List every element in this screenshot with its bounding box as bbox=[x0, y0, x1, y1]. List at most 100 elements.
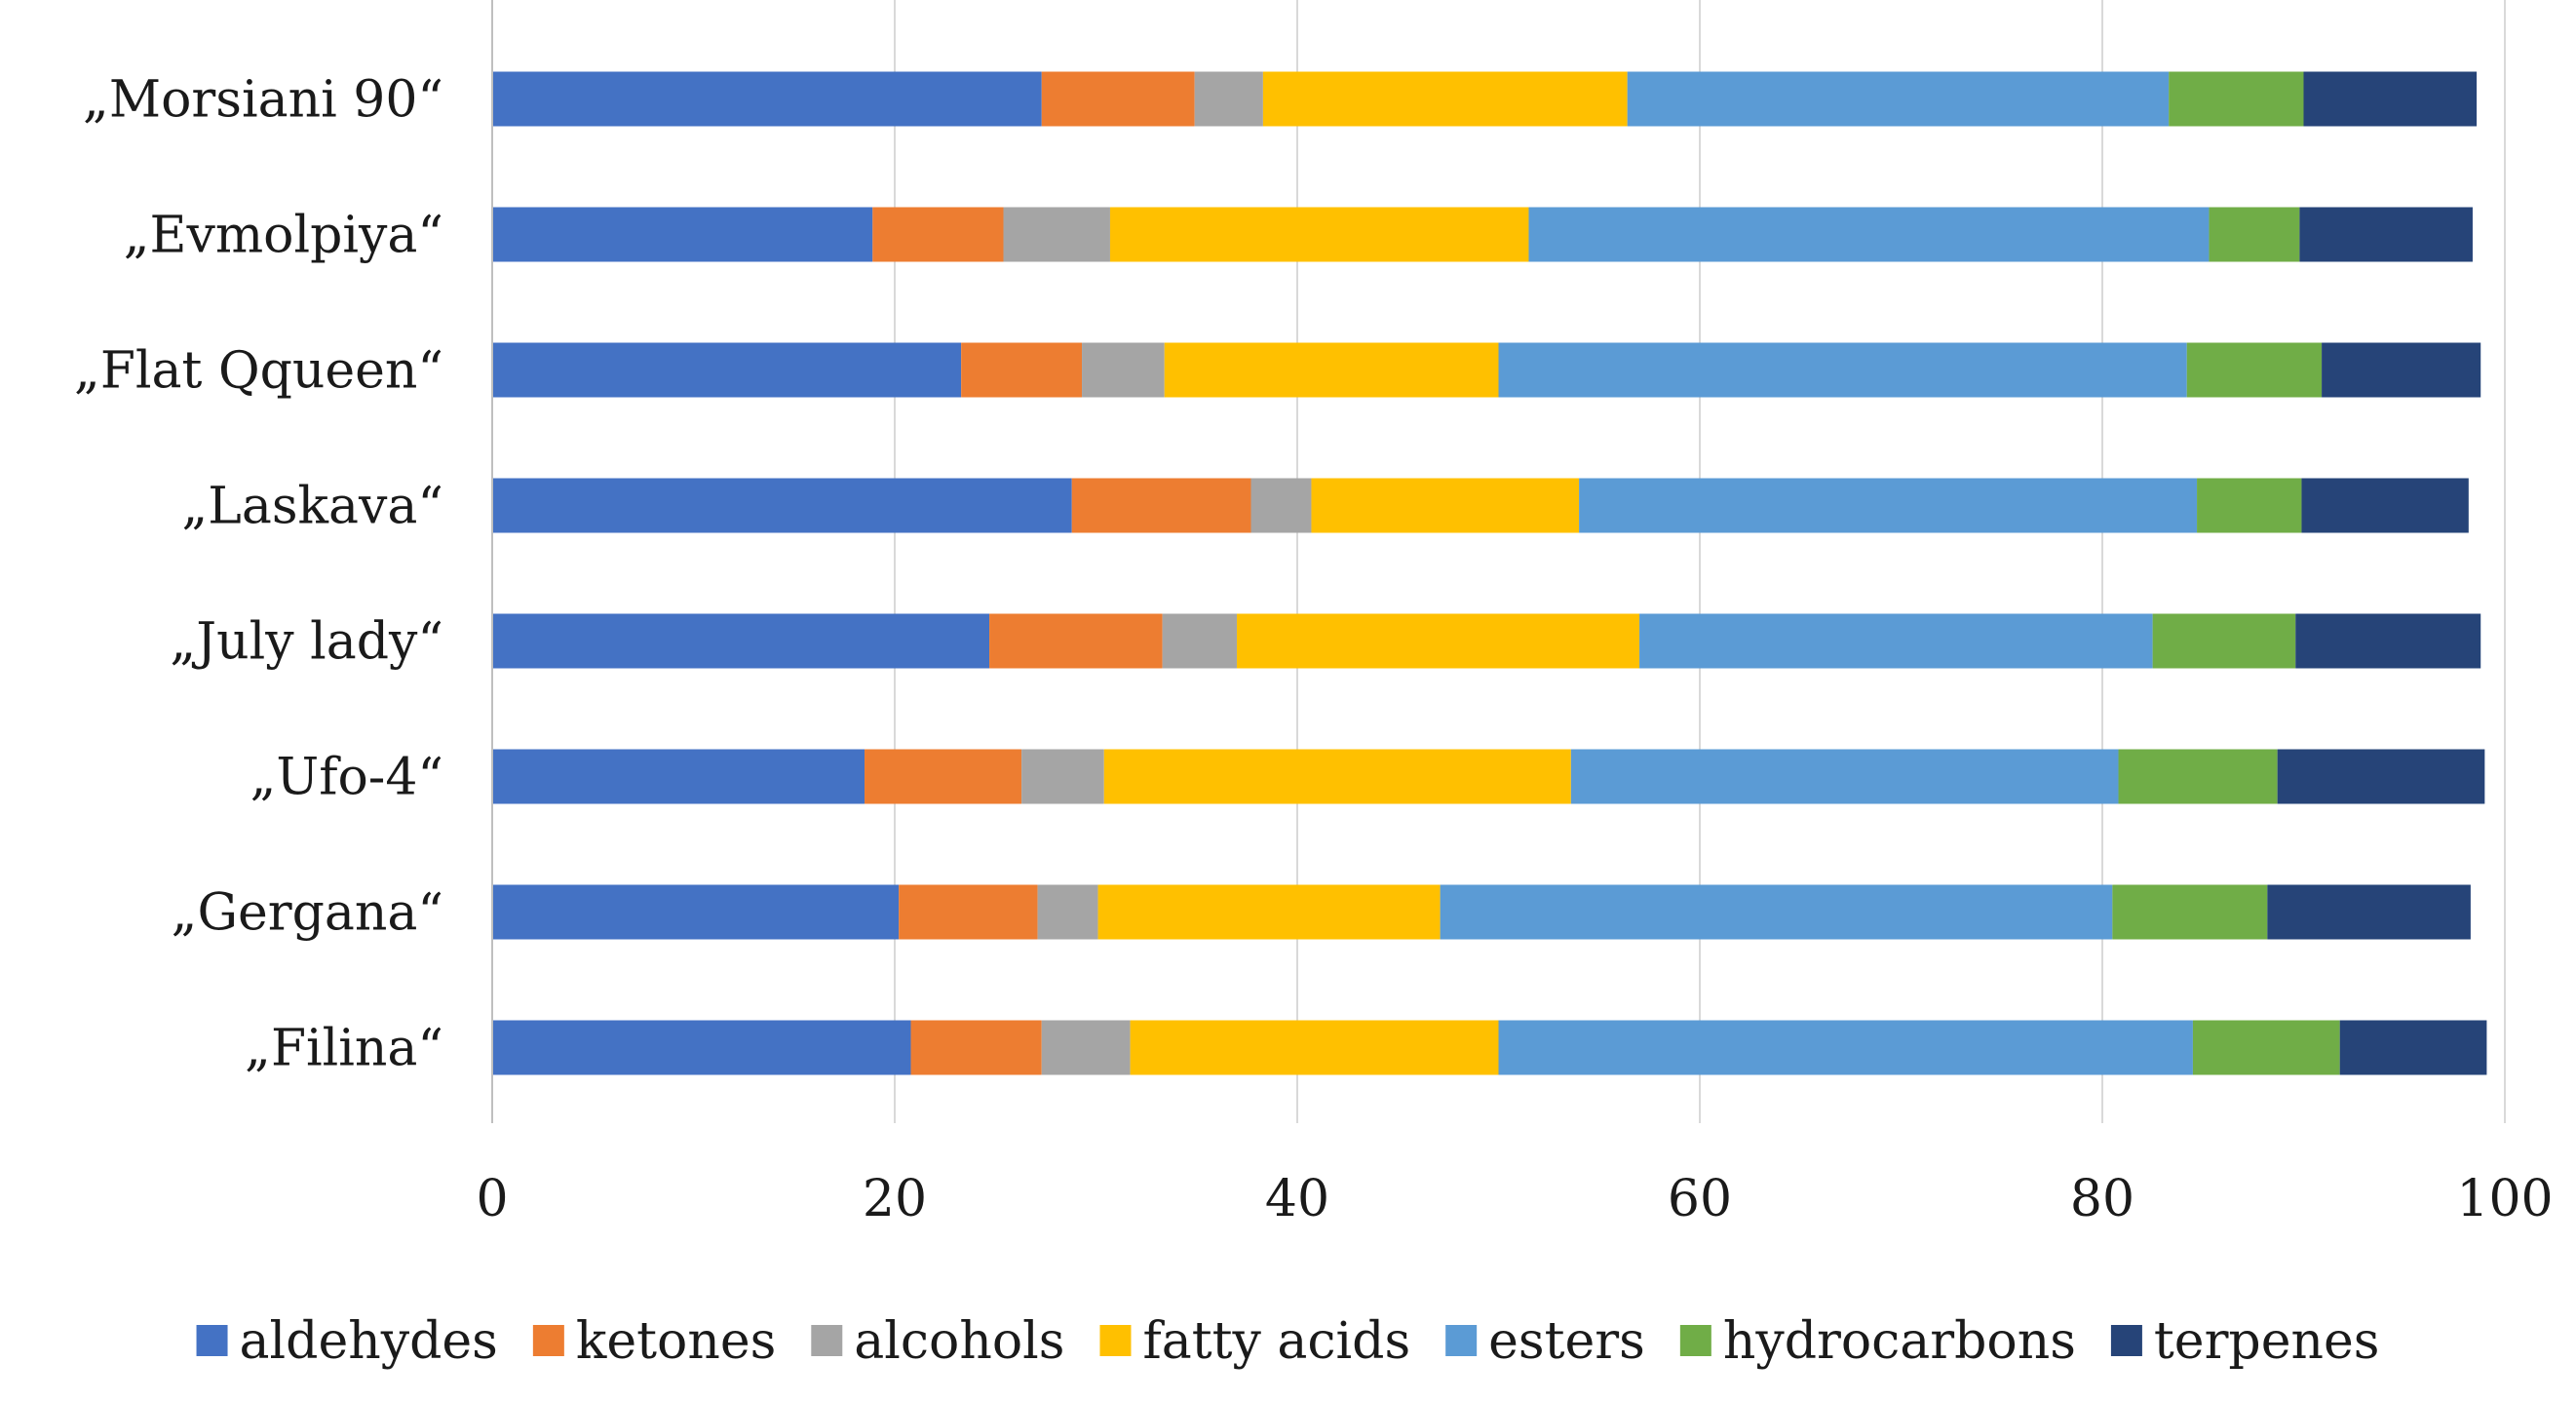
legend: aldehydes ketones alcohols fatty acids ester… bbox=[196, 1312, 2380, 1371]
bar-gergana-fatty-acids bbox=[1097, 884, 1441, 940]
bar-ufo-4-terpenes bbox=[2277, 749, 2485, 804]
bar-evmolpiya-fatty-acids bbox=[1109, 207, 1529, 262]
bar-gergana-aldehydes bbox=[492, 884, 900, 940]
bar-evmolpiya-ketones bbox=[872, 207, 1004, 262]
x-tick-label: 80 bbox=[2070, 1170, 2134, 1228]
bar-filina-hydrocarbons bbox=[2192, 1020, 2340, 1075]
bar-group-filina bbox=[492, 1020, 2487, 1075]
legend-swatch-esters bbox=[1445, 1325, 1478, 1356]
category-label: „July lady“ bbox=[170, 613, 443, 672]
bar-filina-aldehydes bbox=[492, 1020, 911, 1075]
legend-item-esters: esters bbox=[1445, 1312, 1645, 1371]
legend-item-ketones: ketones bbox=[532, 1312, 776, 1371]
bar-july-lady-fatty-acids bbox=[1237, 613, 1640, 669]
category-label: „Flat Qqueen“ bbox=[74, 342, 443, 401]
bar-flat-qqueen-esters bbox=[1498, 342, 2187, 398]
x-tick-label: 100 bbox=[2456, 1170, 2553, 1228]
category-label: „Laskava“ bbox=[181, 478, 443, 536]
category-label: „Evmolpiya“ bbox=[124, 207, 443, 265]
legend-item-aldehydes: aldehydes bbox=[196, 1312, 498, 1371]
bar-laskava-ketones bbox=[1071, 478, 1251, 533]
legend-label: aldehydes bbox=[240, 1312, 498, 1371]
legend-swatch-fatty-acids bbox=[1099, 1325, 1132, 1356]
legend-swatch-aldehydes bbox=[196, 1325, 228, 1356]
bar-evmolpiya-hydrocarbons bbox=[2209, 207, 2300, 262]
bar-morsiani-90-aldehydes bbox=[492, 71, 1042, 127]
bar-evmolpiya-terpenes bbox=[2299, 207, 2473, 262]
legend-label: ketones bbox=[576, 1312, 776, 1371]
bar-gergana-hydrocarbons bbox=[2112, 884, 2268, 940]
bar-july-lady-hydrocarbons bbox=[2152, 613, 2296, 669]
bar-group-gergana bbox=[492, 884, 2471, 940]
bar-flat-qqueen-hydrocarbons bbox=[2186, 342, 2323, 398]
category-label: „Gergana“ bbox=[172, 884, 443, 943]
bars bbox=[492, 71, 2487, 1075]
bar-flat-qqueen-alcohols bbox=[1082, 342, 1165, 398]
bar-flat-qqueen-aldehydes bbox=[492, 342, 962, 398]
category-label: „Filina“ bbox=[245, 1020, 443, 1078]
bar-laskava-terpenes bbox=[2301, 478, 2469, 533]
legend-label: fatty acids bbox=[1142, 1312, 1410, 1371]
legend-item-alcohols: alcohols bbox=[811, 1312, 1064, 1371]
legend-label: alcohols bbox=[854, 1312, 1064, 1371]
x-axis-ticks: 0 20 40 60 80 100 bbox=[476, 1170, 2553, 1228]
bar-filina-ketones bbox=[910, 1020, 1042, 1075]
bar-group-laskava bbox=[492, 478, 2469, 533]
legend-label: esters bbox=[1488, 1312, 1645, 1371]
bar-ufo-4-esters bbox=[1570, 749, 2119, 804]
x-tick-label: 0 bbox=[476, 1170, 508, 1228]
gridlines bbox=[894, 0, 2506, 1123]
bar-july-lady-esters bbox=[1639, 613, 2153, 669]
bar-flat-qqueen-fatty-acids bbox=[1164, 342, 1499, 398]
bar-flat-qqueen-terpenes bbox=[2322, 342, 2481, 398]
x-tick-label: 60 bbox=[1668, 1170, 1732, 1228]
x-tick-label: 40 bbox=[1265, 1170, 1329, 1228]
bar-laskava-esters bbox=[1579, 478, 2198, 533]
bar-evmolpiya-alcohols bbox=[1003, 207, 1110, 262]
x-tick-label: 20 bbox=[863, 1170, 927, 1228]
legend-label: hydrocarbons bbox=[1723, 1312, 2076, 1371]
legend-item-fatty-acids: fatty acids bbox=[1099, 1312, 1410, 1371]
bar-filina-fatty-acids bbox=[1130, 1020, 1499, 1075]
bar-gergana-esters bbox=[1440, 884, 2113, 940]
bar-gergana-ketones bbox=[899, 884, 1038, 940]
bar-group-flat-qqueen bbox=[492, 342, 2481, 398]
bar-group-july-lady bbox=[492, 613, 2481, 669]
bar-flat-qqueen-ketones bbox=[961, 342, 1083, 398]
legend-swatch-ketones bbox=[532, 1325, 564, 1356]
legend-label: terpenes bbox=[2154, 1312, 2380, 1371]
bar-filina-esters bbox=[1498, 1020, 2193, 1075]
bar-morsiani-90-fatty-acids bbox=[1262, 71, 1628, 127]
bar-laskava-alcohols bbox=[1250, 478, 1312, 533]
bar-july-lady-terpenes bbox=[2295, 613, 2481, 669]
bar-gergana-alcohols bbox=[1037, 884, 1098, 940]
bar-july-lady-aldehydes bbox=[492, 613, 990, 669]
bar-gergana-terpenes bbox=[2267, 884, 2471, 940]
bar-morsiani-90-hydrocarbons bbox=[2169, 71, 2304, 127]
bar-evmolpiya-aldehydes bbox=[492, 207, 873, 262]
bar-laskava-aldehydes bbox=[492, 478, 1072, 533]
legend-swatch-alcohols bbox=[811, 1325, 843, 1356]
bar-group-evmolpiya bbox=[492, 207, 2473, 262]
bar-ufo-4-aldehydes bbox=[492, 749, 865, 804]
bar-ufo-4-ketones bbox=[865, 749, 1022, 804]
bar-group-morsiani-90 bbox=[492, 71, 2478, 127]
bar-ufo-4-hydrocarbons bbox=[2118, 749, 2278, 804]
legend-item-hydrocarbons: hydrocarbons bbox=[1679, 1312, 2076, 1371]
bar-ufo-4-alcohols bbox=[1021, 749, 1104, 804]
bar-morsiani-90-esters bbox=[1627, 71, 2170, 127]
bar-morsiani-90-ketones bbox=[1041, 71, 1195, 127]
bar-july-lady-ketones bbox=[989, 613, 1163, 669]
category-label: „Ufo-4“ bbox=[250, 749, 443, 807]
bar-morsiani-90-alcohols bbox=[1194, 71, 1263, 127]
bar-group-ufo-4 bbox=[492, 749, 2485, 804]
category-label: „Morsiani 90“ bbox=[83, 71, 443, 130]
bar-morsiani-90-terpenes bbox=[2303, 71, 2478, 127]
legend-swatch-hydrocarbons bbox=[1679, 1325, 1711, 1356]
bar-ufo-4-fatty-acids bbox=[1103, 749, 1571, 804]
bar-july-lady-alcohols bbox=[1162, 613, 1238, 669]
bar-evmolpiya-esters bbox=[1528, 207, 2210, 262]
legend-item-terpenes: terpenes bbox=[2110, 1312, 2380, 1371]
bar-filina-alcohols bbox=[1041, 1020, 1131, 1075]
